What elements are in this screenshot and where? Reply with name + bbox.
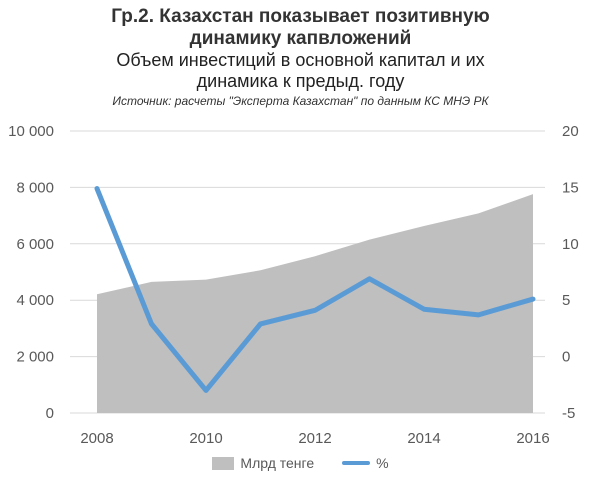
y-right-tick-label: 0 <box>562 349 570 366</box>
y-right-tick-label: 5 <box>562 292 570 309</box>
series-area-mlrd-tenge <box>97 194 533 413</box>
legend-swatch-line <box>342 461 371 465</box>
chart-subtitle-line1: Объем инвестиций в основной капитал и их <box>116 50 485 70</box>
x-tick-label: 2010 <box>189 430 222 447</box>
y-left-tick-label: 0 <box>46 405 54 422</box>
series-line-percent <box>94 186 536 393</box>
chart-plot: 0 2 000 4 000 6 000 8 000 10 000 -5 0 5 10 15 20 200… <box>8 123 579 447</box>
chart-subtitle-line2: динамика к предыд. году <box>196 71 405 91</box>
y-left-tick-label: 6 000 <box>16 236 54 253</box>
chart-legend: Млрд тенге % <box>0 455 601 471</box>
y-left-tick-label: 4 000 <box>16 292 54 309</box>
chart-source: Источник: расчеты "Эксперта Казахстан" п… <box>112 94 489 108</box>
chart-title-line1: Гр.2. Казахстан показывает позитивную <box>111 6 490 27</box>
y-left-tick-label: 8 000 <box>16 179 54 196</box>
legend-label-line: % <box>376 455 389 471</box>
x-tick-label: 2012 <box>298 430 331 447</box>
chart-title-line2: динамику капвложений <box>189 28 412 49</box>
x-tick-label: 2008 <box>80 430 113 447</box>
y-left-tick-label: 2 000 <box>16 349 54 366</box>
chart-header: Гр.2. Казахстан показывает позитивную ди… <box>0 6 601 109</box>
legend-item-line: % <box>342 455 389 471</box>
y-right-tick-label: -5 <box>562 405 575 422</box>
y-right-tick-label: 20 <box>562 123 579 140</box>
legend-item-area: Млрд тенге <box>212 455 314 471</box>
x-tick-label: 2016 <box>516 430 549 447</box>
x-tick-label: 2014 <box>407 430 440 447</box>
y-right-tick-label: 15 <box>562 179 579 196</box>
y-right-tick-label: 10 <box>562 236 579 253</box>
y-left-tick-label: 10 000 <box>8 123 54 140</box>
legend-swatch-area <box>212 456 235 470</box>
legend-label-area: Млрд тенге <box>240 455 315 471</box>
